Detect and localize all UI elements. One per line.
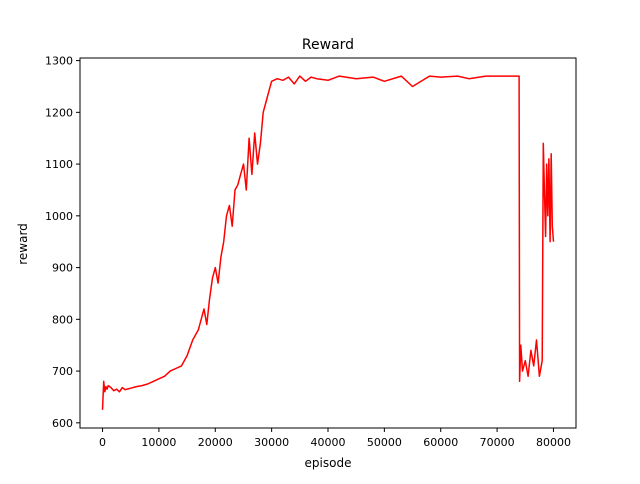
y-tick-label: 600 bbox=[52, 417, 73, 430]
x-axis-ticks: 0 10000 20000 30000 40000 50000 60000 70000 8000… bbox=[99, 428, 571, 449]
series-group bbox=[101, 75, 555, 410]
x-tick-label: 50000 bbox=[367, 436, 402, 449]
y-tick-label: 1300 bbox=[45, 55, 73, 68]
y-tick-label: 900 bbox=[52, 262, 73, 275]
x-axis-label: episode bbox=[305, 456, 352, 470]
y-tick-label: 800 bbox=[52, 313, 73, 326]
x-tick-label: 20000 bbox=[198, 436, 233, 449]
plot-frame bbox=[79, 57, 577, 429]
y-axis-label: reward bbox=[16, 223, 30, 265]
y-tick-label: 700 bbox=[52, 365, 73, 378]
x-tick-label: 70000 bbox=[480, 436, 515, 449]
x-tick-label: 80000 bbox=[536, 436, 571, 449]
x-tick-label: 30000 bbox=[254, 436, 289, 449]
y-tick-label: 1000 bbox=[45, 210, 73, 223]
series-line-0 bbox=[101, 75, 555, 410]
x-tick-label: 10000 bbox=[141, 436, 176, 449]
y-tick-label: 1200 bbox=[45, 106, 73, 119]
x-tick-label: 40000 bbox=[311, 436, 346, 449]
chart-title: Reward bbox=[302, 37, 354, 53]
y-tick-label: 1100 bbox=[45, 158, 73, 171]
x-tick-label: 60000 bbox=[423, 436, 458, 449]
x-tick-label: 0 bbox=[99, 436, 106, 449]
y-axis-ticks: 600 700 800 900 1000 1100 1200 1300 bbox=[45, 55, 80, 430]
